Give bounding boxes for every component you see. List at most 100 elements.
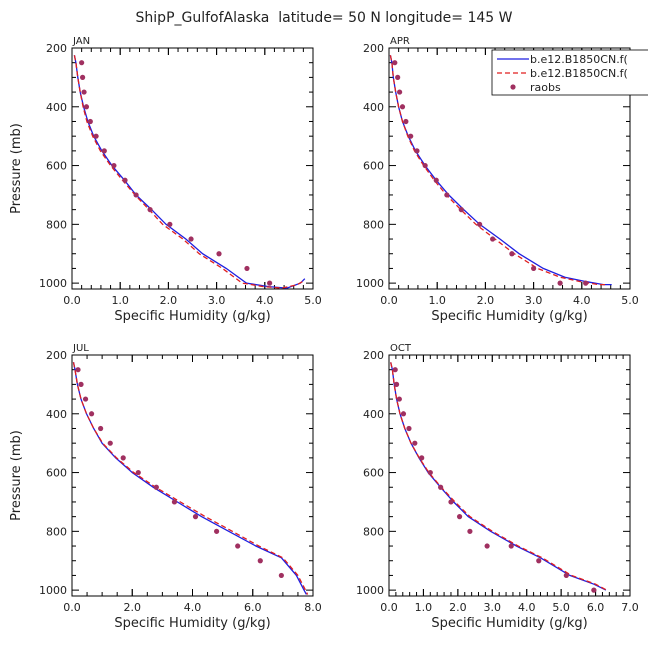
y-axis-label: Pressure (mb) <box>9 430 24 521</box>
raobs-point <box>536 558 542 564</box>
raobs-point <box>147 207 153 213</box>
raobs-point <box>422 162 428 169</box>
raobs-point <box>393 381 400 387</box>
raobs-point <box>448 499 454 505</box>
model-line-solid <box>390 362 607 591</box>
legend-label: b.e12.B1850CN.f( <box>530 67 628 80</box>
raobs-point <box>395 74 401 80</box>
plot-frame <box>71 354 314 597</box>
x-tick-label: 6.0 <box>587 601 605 614</box>
raobs-point <box>456 514 463 520</box>
x-tick-label: 0.0 <box>380 294 398 307</box>
model-line-dashed <box>390 362 607 591</box>
x-tick-label: 7.0 <box>621 601 639 614</box>
raobs-point <box>484 543 490 549</box>
raobs-point <box>406 425 412 432</box>
x-tick-label: 8.0 <box>304 601 322 614</box>
x-tick-label: 5.0 <box>552 601 570 614</box>
raobs-point <box>414 148 420 154</box>
raobs-point <box>399 104 406 110</box>
raobs-point <box>458 207 464 213</box>
raobs-point <box>412 440 418 446</box>
raobs-point <box>111 162 117 169</box>
legend-dot <box>510 84 516 90</box>
raobs-point <box>87 118 93 125</box>
x-axis-label: Specific Humidity (g/kg) <box>114 616 270 631</box>
raobs-point <box>171 499 178 505</box>
model-line-solid <box>73 55 306 289</box>
y-tick-label: 1000 <box>39 277 67 290</box>
x-tick-label: 2.0 <box>160 294 178 307</box>
raobs-point <box>396 396 402 402</box>
raobs-point <box>508 543 514 549</box>
x-tick-label: 0.0 <box>380 601 398 614</box>
y-tick-label: 600 <box>46 467 67 480</box>
raobs-point <box>167 221 173 227</box>
y-tick-label: 800 <box>363 218 384 231</box>
x-tick-label: 3.0 <box>208 294 226 307</box>
raobs-point <box>188 236 194 242</box>
raobs-point <box>93 133 99 139</box>
panel-label: APR <box>390 36 410 47</box>
legend-label: b.e12.B1850CN.f( <box>530 53 628 66</box>
x-tick-label: 0.0 <box>63 294 81 307</box>
raobs-point <box>278 572 284 579</box>
plot-frame <box>388 354 631 597</box>
raobs-point <box>133 192 139 198</box>
x-tick-label: 1.0 <box>111 294 129 307</box>
panel-label: OCT <box>390 343 412 354</box>
raobs-point <box>433 177 439 183</box>
x-tick-label: 1.0 <box>415 601 433 614</box>
panel-jul: JUL 200 400 600 800 1000 0.0 2.0 4.0 6.0 8.0 Specif… <box>9 343 322 631</box>
x-tick-label: 5.0 <box>304 294 322 307</box>
raobs-point <box>80 74 86 80</box>
raobs-point <box>591 587 597 593</box>
series-group <box>72 362 309 595</box>
raobs-point <box>400 411 407 417</box>
y-tick-label: 600 <box>46 160 67 173</box>
x-axis-label: Specific Humidity (g/kg) <box>431 309 587 324</box>
y-tick-label: 400 <box>46 101 67 114</box>
x-tick-label: 2.0 <box>449 601 467 614</box>
y-tick-label: 600 <box>363 467 384 480</box>
model-line-solid <box>389 55 612 286</box>
raobs-point <box>216 251 222 257</box>
y-tick-label: 800 <box>363 525 384 538</box>
plot-frame <box>71 47 314 290</box>
legend: b.e12.B1850CN.f(b.e12.B1850CN.f(raobs <box>491 49 648 96</box>
raobs-point <box>563 572 569 579</box>
raobs-point <box>438 484 444 490</box>
y-tick-label: 200 <box>363 42 384 55</box>
raobs-point <box>75 367 81 373</box>
raobs-point <box>392 60 398 66</box>
raobs-point <box>392 367 398 373</box>
legend-label: raobs <box>530 81 561 94</box>
raobs-point <box>427 469 433 476</box>
y-tick-label: 200 <box>46 349 67 362</box>
raobs-point <box>98 425 104 432</box>
series-group <box>390 362 607 593</box>
raobs-point <box>444 192 450 198</box>
x-axis-label: Specific Humidity (g/kg) <box>431 616 587 631</box>
panels-group: JAN 200 400 600 800 1000 0.0 1.0 2.0 3.0 4.0 5.0 Spe… <box>9 36 639 631</box>
y-tick-label: 800 <box>46 218 67 231</box>
raobs-point <box>557 280 563 286</box>
raobs-point <box>490 236 496 242</box>
y-tick-label: 400 <box>46 408 67 421</box>
figure-title: ShipP_GulfofAlaska latitude= 50 N longit… <box>136 10 513 26</box>
y-tick-label: 200 <box>363 349 384 362</box>
raobs-point <box>120 455 126 461</box>
panel-label: JAN <box>72 36 90 47</box>
y-tick-label: 400 <box>363 101 384 114</box>
y-tick-label: 1000 <box>356 277 384 290</box>
y-tick-label: 1000 <box>356 584 384 597</box>
raobs-point <box>531 265 537 272</box>
raobs-point <box>403 118 409 125</box>
raobs-point <box>81 89 87 95</box>
raobs-point <box>192 514 199 520</box>
x-tick-label: 2.0 <box>124 601 142 614</box>
x-tick-label: 6.0 <box>244 601 262 614</box>
raobs-point <box>83 104 90 110</box>
x-tick-label: 4.0 <box>573 294 591 307</box>
